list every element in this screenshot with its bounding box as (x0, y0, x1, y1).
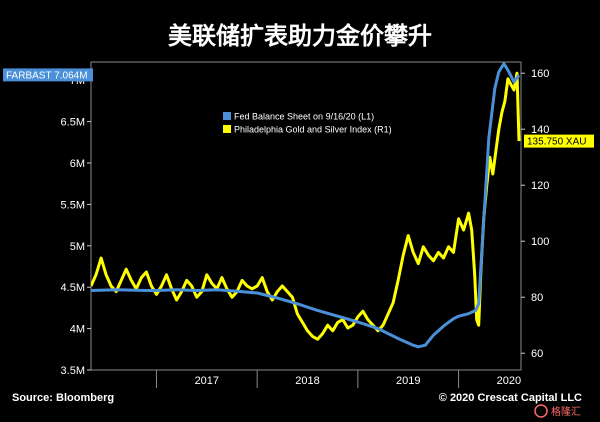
legend-swatch-fed (223, 112, 231, 120)
left-tick-label: 5M (70, 241, 85, 253)
left-callout: FARBAST 7.064M (3, 68, 93, 82)
legend-label-gold: Philadelphia Gold and Silver Index (R1) (234, 125, 392, 135)
x-tick-label: 2019 (396, 375, 420, 387)
left-tick-label: 4.5M (61, 282, 85, 294)
watermark: 格隆汇 (534, 404, 581, 418)
right-tick-label: 120 (531, 180, 549, 192)
x-tick-label: 2018 (295, 375, 319, 387)
plot-area (90, 61, 522, 371)
left-callout-label: FARBAST 7.064M (6, 70, 88, 81)
right-callout-label: 135.750 XAU (527, 137, 587, 148)
right-axis: 60 80 100 120 140 160 (521, 68, 549, 360)
right-callout: 135.750 XAU (524, 134, 594, 148)
left-tick-label: 3.5M (61, 365, 85, 377)
copyright-note: © 2020 Crescat Capital LLC (439, 392, 582, 404)
watermark-logo-icon (534, 404, 548, 418)
series-line-fed-balance-sheet (91, 62, 521, 349)
left-tick-label: 5.5M (61, 199, 85, 211)
left-callout-box (3, 68, 93, 82)
right-tick-label: 60 (531, 348, 543, 360)
series-line-gold-silver-index (91, 71, 521, 341)
right-callout-box (524, 134, 594, 148)
legend-swatch-gold (223, 125, 231, 133)
source-note: Source: Bloomberg (12, 392, 114, 404)
legend: Fed Balance Sheet on 9/16/20 (L1) Philad… (223, 112, 392, 135)
x-axis: 2017 2018 2019 2020 (155, 370, 521, 388)
x-tick-label: 2020 (497, 375, 521, 387)
watermark-text: 格隆汇 (551, 405, 581, 418)
right-tick-label: 100 (531, 236, 549, 248)
chart-title: 美联储扩表助力金价攀升 (168, 22, 432, 50)
left-tick-label: 6M (70, 158, 85, 170)
x-tick-label: 2017 (195, 375, 219, 387)
right-tick-label: 140 (531, 124, 549, 136)
legend-label-fed: Fed Balance Sheet on 9/16/20 (L1) (234, 112, 374, 122)
left-tick-label: 6.5M (61, 117, 85, 129)
left-tick-label: 4M (70, 324, 85, 336)
right-tick-label: 160 (531, 68, 549, 80)
right-tick-label: 80 (531, 292, 543, 304)
